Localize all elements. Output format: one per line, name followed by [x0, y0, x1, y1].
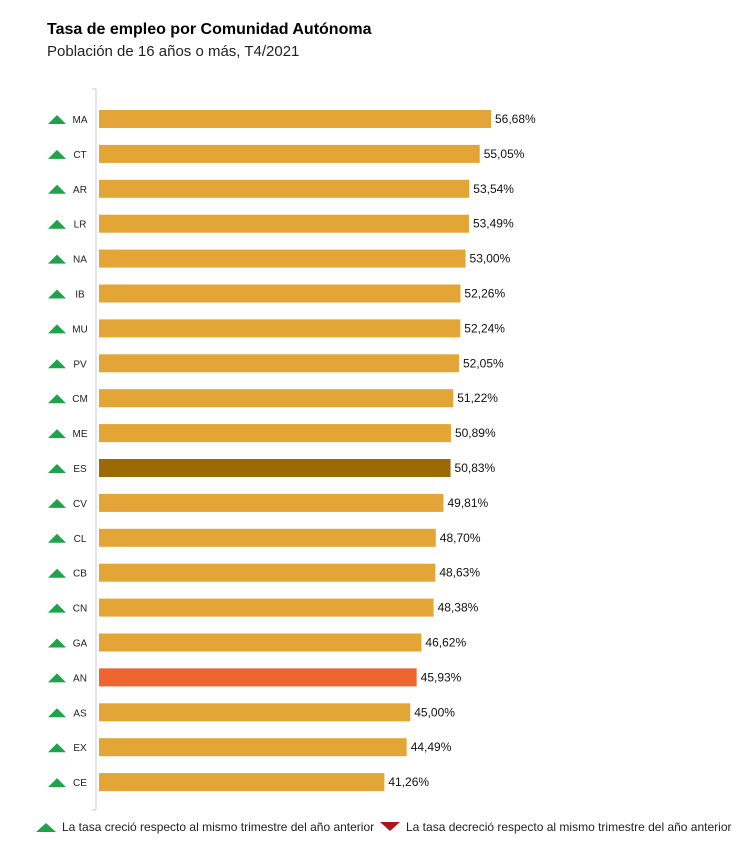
category-label: CE — [73, 778, 87, 789]
category-label: GA — [73, 639, 88, 650]
data-label: 52,26% — [464, 287, 505, 301]
bar — [99, 110, 491, 128]
data-label: 45,93% — [421, 670, 462, 684]
triangle-up-icon — [48, 673, 66, 683]
triangle-down-icon — [380, 822, 400, 831]
data-label: 52,24% — [464, 321, 505, 335]
bar — [99, 284, 461, 303]
category-label: CV — [73, 499, 87, 510]
data-label: 48,70% — [440, 531, 481, 545]
chart-title: Tasa de empleo por Comunidad Autónoma — [47, 21, 372, 38]
category-label: CL — [74, 534, 87, 545]
category-label: CN — [73, 604, 87, 615]
bar — [99, 249, 466, 268]
bar — [99, 633, 422, 652]
triangle-up-icon — [48, 638, 66, 648]
category-label: AS — [73, 708, 87, 719]
data-label: 53,49% — [473, 217, 514, 231]
legend-item-up: La tasa creció respecto al mismo trimest… — [36, 820, 374, 834]
data-label: 45,00% — [414, 705, 455, 719]
chart-subtitle: Población de 16 años o más, T4/2021 — [47, 43, 300, 60]
category-label: AR — [73, 185, 87, 196]
category-label: EX — [73, 743, 87, 754]
bar — [99, 563, 436, 582]
triangle-up-icon — [48, 743, 66, 753]
triangle-up-icon — [48, 324, 66, 334]
triangle-up-icon — [48, 219, 66, 229]
data-label: 55,05% — [484, 147, 525, 161]
triangle-up-icon — [48, 359, 66, 369]
triangle-up-icon — [36, 823, 56, 832]
category-label: CM — [72, 394, 88, 405]
bar — [99, 668, 417, 687]
bar — [99, 319, 461, 338]
bar — [99, 493, 444, 512]
bar — [99, 703, 411, 722]
bar — [99, 389, 454, 408]
triangle-up-icon — [48, 149, 66, 159]
data-label: 44,49% — [411, 740, 452, 754]
triangle-up-icon — [48, 533, 66, 543]
bar — [99, 214, 469, 233]
triangle-up-icon — [48, 498, 66, 508]
category-label: MA — [73, 115, 88, 126]
data-label: 49,81% — [447, 496, 488, 510]
bar — [99, 598, 434, 617]
category-label: ES — [73, 464, 87, 475]
triangle-up-icon — [48, 568, 66, 578]
category-label: MU — [72, 324, 88, 335]
triangle-up-icon — [48, 603, 66, 613]
triangle-up-icon — [48, 464, 66, 473]
triangle-up-icon — [48, 394, 66, 404]
category-label: IB — [75, 290, 85, 301]
triangle-up-icon — [48, 778, 66, 788]
data-label: 46,62% — [425, 636, 466, 650]
triangle-up-icon — [48, 184, 66, 194]
category-label: CT — [73, 150, 86, 161]
data-label: 52,05% — [463, 356, 504, 370]
triangle-up-icon — [48, 115, 66, 124]
category-label: LR — [74, 220, 87, 231]
bar — [99, 144, 480, 163]
legend-item-down: La tasa decreció respecto al mismo trime… — [380, 820, 731, 834]
data-label: 48,38% — [438, 601, 479, 615]
data-label: 50,83% — [455, 461, 496, 475]
category-label: ME — [73, 429, 88, 440]
category-label: CB — [73, 569, 87, 580]
bar — [99, 773, 385, 792]
triangle-up-icon — [48, 289, 66, 299]
data-label: 41,26% — [388, 775, 429, 789]
bar — [99, 528, 436, 547]
data-label: 53,54% — [473, 182, 514, 196]
data-label: 56,68% — [495, 112, 536, 126]
category-label: NA — [73, 255, 87, 266]
data-label: 51,22% — [457, 391, 498, 405]
y-axis — [92, 88, 97, 811]
triangle-up-icon — [48, 708, 66, 718]
bar — [99, 424, 451, 443]
legend-down-label: La tasa decreció respecto al mismo trime… — [406, 820, 732, 834]
bar — [99, 459, 451, 477]
category-label: PV — [73, 359, 87, 370]
data-label: 50,89% — [455, 426, 496, 440]
bar-chart: MA 56,68% CT 55,05% AR 53,54% LR 53,49% NA 53,00%… — [48, 88, 536, 811]
legend-up-label: La tasa creció respecto al mismo trimest… — [62, 820, 375, 834]
triangle-up-icon — [48, 254, 66, 264]
bar — [99, 179, 470, 198]
data-label: 48,63% — [439, 566, 480, 580]
bar — [99, 354, 459, 373]
category-label: AN — [73, 673, 87, 684]
data-label: 53,00% — [470, 252, 511, 266]
bar — [99, 738, 407, 757]
triangle-up-icon — [48, 429, 66, 439]
bars: MA 56,68% CT 55,05% AR 53,54% LR 53,49% NA 53,00%… — [48, 110, 536, 792]
